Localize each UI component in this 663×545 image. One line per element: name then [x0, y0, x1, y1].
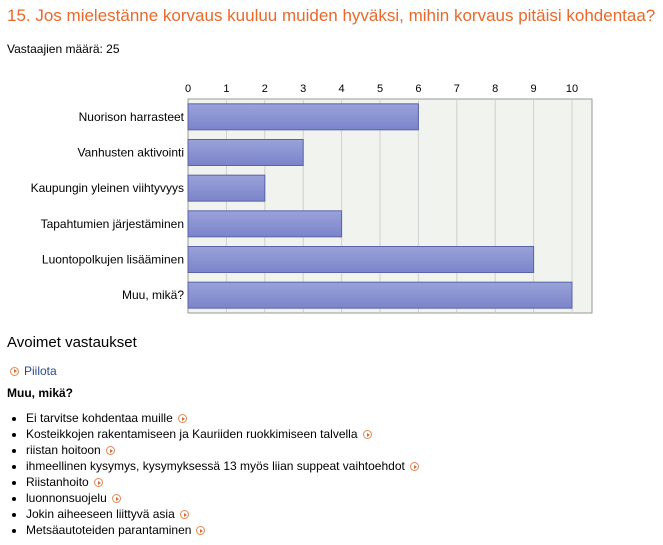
answer-item: Riistanhoito — [26, 474, 419, 490]
answer-item: luonnonsuojelu — [26, 490, 419, 506]
circle-arrow-icon — [10, 366, 19, 376]
answer-item: Ei tarvitse kohdentaa muille — [26, 410, 419, 426]
x-tick-label: 8 — [492, 83, 498, 95]
answer-text: Metsäautoteiden parantaminen — [26, 523, 192, 537]
open-answers-list: Ei tarvitse kohdentaa muille Kosteikkojen… — [0, 410, 419, 538]
hide-toggle-label[interactable]: Piilota — [24, 364, 57, 378]
category-label: Muu, mikä? — [122, 288, 184, 302]
circle-arrow-icon[interactable] — [362, 430, 372, 439]
x-tick-label: 7 — [454, 83, 460, 95]
bar — [187, 281, 573, 309]
open-answers-subtitle: Muu, mikä? — [7, 386, 74, 400]
bar — [187, 103, 419, 131]
bar — [187, 174, 266, 202]
circle-arrow-icon[interactable] — [409, 462, 419, 471]
hide-toggle[interactable]: Piilota — [10, 364, 57, 378]
question-title: 15. Jos mielestänne korvaus kuuluu muide… — [7, 6, 656, 25]
answer-item: Metsäautoteiden parantaminen — [26, 522, 419, 538]
category-label: Tapahtumien järjestäminen — [41, 217, 184, 231]
x-tick-label: 4 — [339, 83, 345, 95]
answer-item: Jokin aiheeseen liittyvä asia — [26, 506, 419, 522]
circle-arrow-icon[interactable] — [105, 446, 115, 455]
answer-text: ihmeellinen kysymys, kysymyksessä 13 myö… — [26, 459, 405, 473]
circle-arrow-icon[interactable] — [177, 414, 187, 423]
answer-item: ihmeellinen kysymys, kysymyksessä 13 myö… — [26, 458, 419, 474]
answer-text: riistan hoitoon — [26, 443, 101, 457]
x-tick-label: 6 — [415, 83, 421, 95]
x-tick-label: 3 — [300, 83, 306, 95]
x-tick-label: 0 — [185, 83, 191, 95]
bar — [187, 139, 304, 166]
circle-arrow-icon[interactable] — [196, 526, 206, 535]
answer-text: Ei tarvitse kohdentaa muille — [26, 411, 173, 425]
category-label: Vanhusten aktivointi — [77, 146, 184, 160]
x-tick-label: 2 — [262, 83, 268, 95]
x-tick-label: 1 — [223, 83, 229, 95]
circle-arrow-icon[interactable] — [111, 494, 121, 503]
x-tick-label: 10 — [566, 83, 578, 95]
answer-text: Kosteikkojen rakentamiseen ja Kauriiden … — [26, 427, 358, 441]
circle-arrow-icon[interactable] — [93, 478, 103, 487]
x-tick-label: 9 — [531, 83, 537, 95]
category-label: Kaupungin yleinen viihtyvyys — [31, 181, 184, 195]
plot-area — [187, 98, 593, 314]
x-tick-label: 5 — [377, 83, 383, 95]
answer-text: Jokin aiheeseen liittyvä asia — [26, 507, 175, 521]
bar-chart: 0 1 2 3 4 5 6 7 8 9 10 Nuorison harrasteet Vanhusten… — [31, 83, 593, 314]
answer-item: Kosteikkojen rakentamiseen ja Kauriiden … — [26, 426, 419, 442]
bar — [187, 210, 343, 238]
answer-text: Riistanhoito — [26, 475, 89, 489]
answer-text: luonnonsuojelu — [26, 491, 107, 505]
category-label: Luontopolkujen lisääminen — [42, 253, 184, 267]
bar — [187, 246, 535, 273]
open-answers-title: Avoimet vastaukset — [7, 334, 137, 351]
circle-arrow-icon[interactable] — [179, 510, 189, 519]
answer-item: riistan hoitoon — [26, 442, 419, 458]
respondent-count: Vastaajien määrä: 25 — [7, 42, 120, 56]
category-label: Nuorison harrasteet — [79, 110, 185, 124]
